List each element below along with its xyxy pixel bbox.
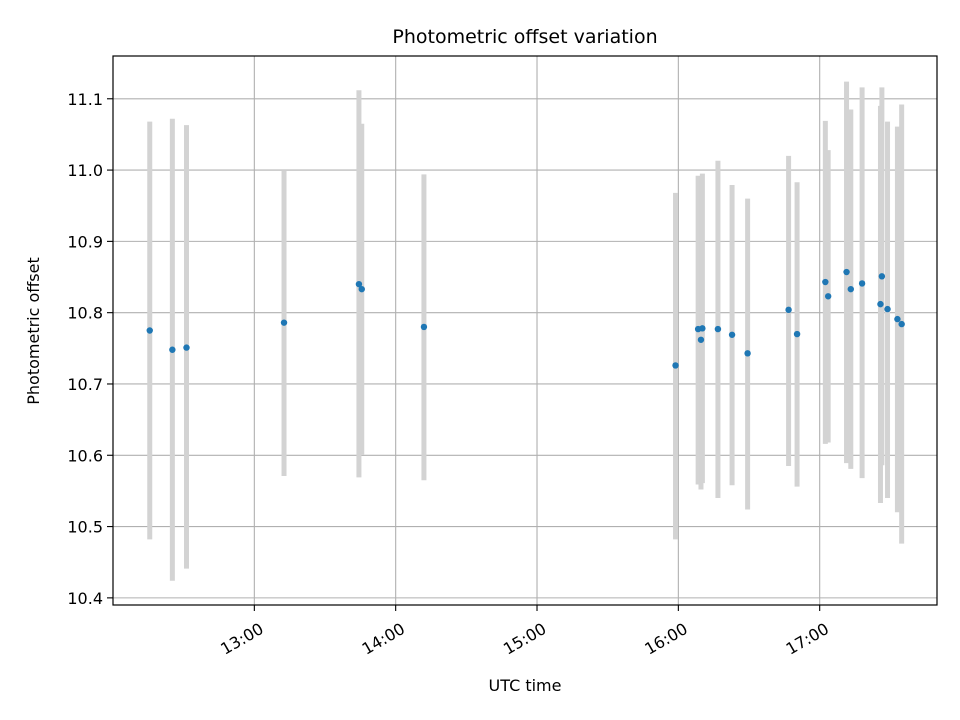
y-tick-label: 11.0 — [67, 161, 103, 180]
data-point — [146, 327, 153, 334]
y-tick-label: 10.4 — [67, 589, 103, 608]
data-point — [714, 325, 722, 333]
y-axis-title: Photometric offset — [24, 257, 43, 405]
x-axis-title: UTC time — [489, 676, 562, 695]
data-point — [898, 320, 905, 328]
data-point — [183, 344, 190, 351]
data-points — [146, 268, 905, 369]
plot-frame — [112, 55, 938, 606]
data-point — [877, 300, 884, 308]
data-point — [697, 336, 705, 343]
y-tick-label: 10.8 — [67, 304, 103, 323]
data-point — [420, 323, 428, 331]
data-point — [699, 325, 706, 332]
data-point — [884, 305, 891, 313]
data-point — [355, 280, 363, 288]
data-point — [847, 285, 854, 293]
data-point — [822, 278, 829, 286]
data-point — [894, 315, 901, 323]
grid — [113, 56, 937, 605]
data-point — [280, 319, 288, 326]
data-point — [672, 362, 679, 369]
data-point — [793, 330, 801, 338]
y-tick-label: 11.1 — [67, 90, 103, 109]
data-point — [728, 331, 736, 338]
y-tick-label: 10.9 — [67, 232, 103, 251]
data-point — [169, 346, 176, 353]
chart-title: Photometric offset variation — [392, 26, 657, 48]
y-axis-ticks: 10.4 10.5 10.6 10.7 10.8 10.9 11.0 11.1 — [67, 90, 113, 608]
data-point — [878, 273, 886, 280]
data-point — [843, 268, 850, 276]
data-point — [744, 350, 751, 357]
y-tick-label: 10.7 — [67, 375, 103, 394]
data-point — [358, 285, 365, 293]
y-tick-label: 10.5 — [67, 518, 103, 537]
data-point — [824, 293, 832, 300]
y-tick-label: 10.6 — [67, 446, 103, 465]
data-point — [785, 306, 792, 314]
data-point — [858, 280, 866, 287]
